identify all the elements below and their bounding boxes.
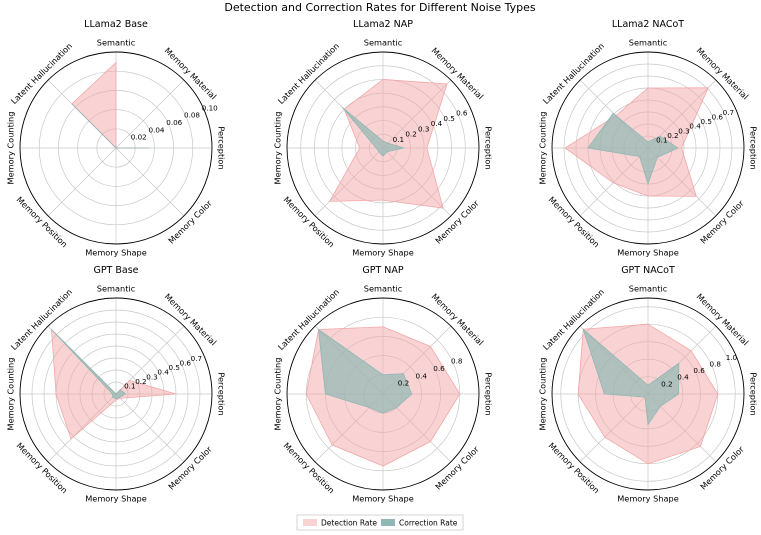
panel-title: LLama2 NAP <box>353 19 413 30</box>
correction-rate-area <box>71 103 150 149</box>
panel-title: GPT Base <box>93 265 138 276</box>
radial-tick-label: 0.6 <box>180 359 192 368</box>
grid-spoke <box>115 79 185 149</box>
axis-label: Memory Counting <box>6 358 16 431</box>
axis-label: Semantic <box>629 38 667 48</box>
axis-label: Semantic <box>97 284 135 294</box>
radial-tick-label: 0.6 <box>712 113 724 122</box>
radial-tick-label: 0.4 <box>677 373 689 382</box>
axis-label: Perception <box>217 126 227 169</box>
legend: Detection Rate Correction Rate <box>296 514 464 531</box>
radar-frame <box>551 51 745 245</box>
radial-tick-label: 0.7 <box>723 108 734 117</box>
panel-title: GPT NACoT <box>621 265 675 276</box>
axis-label: Memory Counting <box>6 112 16 185</box>
correction-rate-area <box>582 327 680 426</box>
axis-label: Memory Shape <box>617 248 679 258</box>
radial-tick-label: 0.04 <box>149 125 165 134</box>
axis-label: Perception <box>484 372 494 415</box>
axis-label: Memory Counting <box>273 358 283 431</box>
radial-tick-label: 0.6 <box>433 364 445 373</box>
axis-label: Semantic <box>629 284 667 294</box>
legend-label-correction: Correction Rate <box>399 519 458 528</box>
radar-frame <box>551 297 745 491</box>
axis-label: Semantic <box>364 38 402 48</box>
legend-swatch-correction <box>381 519 395 526</box>
radial-tick-label: 1.0 <box>726 353 738 362</box>
panel-title: LLama2 Base <box>84 19 148 30</box>
axis-label: Perception <box>749 126 759 169</box>
radial-tick-label: 0.1 <box>393 135 404 144</box>
axis-label: Perception <box>217 372 227 415</box>
axis-label: Semantic <box>364 284 402 294</box>
axis-label: Memory Shape <box>352 494 414 504</box>
radial-tick-label: 0.08 <box>184 111 200 120</box>
correction-rate-area <box>341 106 406 157</box>
legend-frame <box>296 514 464 531</box>
axis-label: Memory Counting <box>273 112 283 185</box>
radial-tick-label: 0.6 <box>456 109 468 118</box>
radial-tick-label: 0.2 <box>405 130 416 139</box>
axis-label: Memory Counting <box>538 358 548 431</box>
radial-tick-label: 0.2 <box>135 377 146 386</box>
figure-title: Detection and Correction Rates for Diffe… <box>224 1 536 14</box>
radar-frame <box>19 51 213 245</box>
radial-tick-label: 0.4 <box>416 371 428 380</box>
axis-label: Perception <box>749 372 759 415</box>
axis-label: Semantic <box>97 38 135 48</box>
radar-frame <box>286 51 480 245</box>
radial-tick-label: 0.2 <box>667 131 678 140</box>
radial-tick-label: 0.3 <box>418 124 429 133</box>
radial-tick-label: 0.4 <box>689 122 701 131</box>
radial-tick-label: 0.5 <box>168 363 179 372</box>
radial-tick-label: 0.2 <box>661 379 672 388</box>
radial-tick-label: 0.8 <box>710 359 722 368</box>
radar-frame <box>19 297 213 491</box>
radial-tick-label: 0.3 <box>146 372 157 381</box>
axis-label: Memory Shape <box>352 248 414 258</box>
radial-tick-label: 0.1 <box>124 381 135 390</box>
radial-tick-label: 0.8 <box>451 357 463 366</box>
radial-tick-label: 0.4 <box>157 368 169 377</box>
radial-tick-label: 0.7 <box>191 354 202 363</box>
legend-label-detection: Detection Rate <box>321 519 377 528</box>
radial-tick-label: 0.6 <box>693 366 705 375</box>
axis-label: Memory Counting <box>538 112 548 185</box>
radial-tick-label: 0.10 <box>202 103 218 112</box>
correction-rate-area <box>51 329 127 400</box>
radial-tick-label: 0.4 <box>431 119 443 128</box>
grid-spoke <box>47 147 117 217</box>
detection-rate-area <box>51 328 177 440</box>
radial-tick-label: 0.5 <box>700 117 711 126</box>
correction-rate-area <box>587 112 679 186</box>
grid-spoke <box>115 393 185 463</box>
legend-swatch-detection <box>303 519 317 526</box>
axis-label: Perception <box>484 126 494 169</box>
radial-tick-label: 0.5 <box>443 114 454 123</box>
radial-tick-label: 0.1 <box>656 135 667 144</box>
correction-rate-area <box>318 328 413 414</box>
grid-spoke <box>115 147 185 217</box>
radial-tick-label: 0.02 <box>131 133 147 142</box>
panel-title: LLama2 NACoT <box>612 19 684 30</box>
axis-label: Memory Shape <box>85 248 147 258</box>
radial-tick-label: 0.06 <box>166 118 182 127</box>
axis-label: Memory Shape <box>617 494 679 504</box>
axis-label: Memory Shape <box>85 494 147 504</box>
radial-tick-label: 0.3 <box>678 126 689 135</box>
radial-tick-label: 0.2 <box>398 379 409 388</box>
radar-frame <box>286 297 480 491</box>
panel-title: GPT NAP <box>362 265 404 276</box>
